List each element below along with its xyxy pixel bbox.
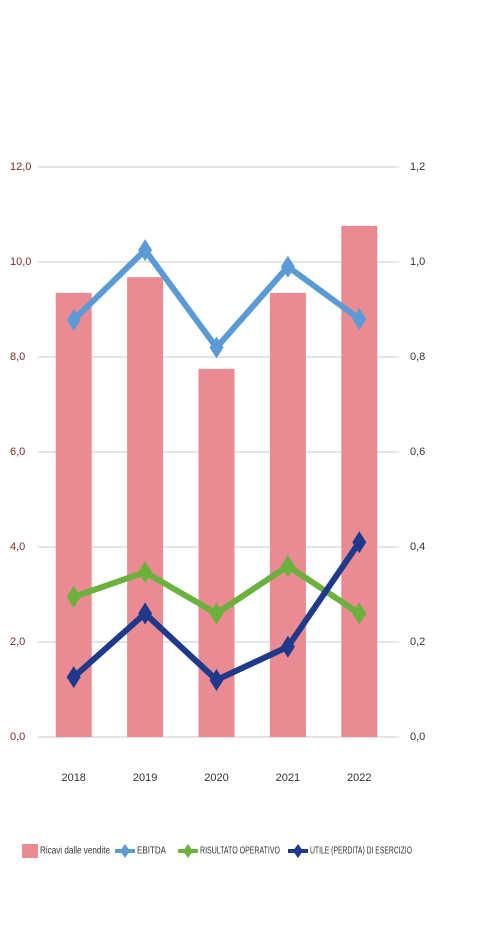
legend-marker [183,844,193,858]
x-tick-label: 2019 [133,772,157,784]
marker [209,669,224,691]
legend-marker [293,844,303,858]
y2-tick-label: 1,2 [410,161,425,173]
marker [352,531,367,554]
legend-swatch [22,844,38,858]
marker [280,255,295,278]
x-tick-label: 2018 [61,772,85,784]
marker [209,336,224,359]
y2-tick-label: 0,0 [410,731,425,743]
y-tick-label: 0,0 [10,731,25,743]
y-tick-label: 2,0 [10,636,25,648]
bar [341,225,378,737]
marker [138,602,153,625]
y-tick-label: 4,0 [10,541,25,553]
legend-label: RISULTATO OPERATIVO [200,846,280,857]
marker [66,308,81,331]
marker [66,585,81,608]
bar [127,277,164,737]
y2-tick-label: 1,0 [410,256,425,268]
marker [138,561,153,584]
line [71,247,362,351]
x-tick-label: 2020 [204,772,228,784]
y2-tick-label: 0,4 [410,541,425,553]
y2-tick-label: 0,6 [410,446,425,458]
marker [352,308,367,330]
y-tick-label: 12,0 [10,161,31,173]
marker [209,602,224,625]
y-tick-label: 10,0 [10,256,31,268]
y2-tick-label: 0,2 [410,636,425,648]
x-tick-label: 2021 [276,772,300,784]
legend-label: EBITDA [137,846,166,857]
y-tick-label: 8,0 [10,351,25,363]
legend-label: Ricavi dalle vendite [40,846,110,857]
legend-marker [120,844,130,858]
marker [280,635,295,658]
x-tick-label: 2022 [347,772,371,784]
y2-tick-label: 0,8 [410,351,425,363]
y-tick-label: 6,0 [10,446,25,458]
marker [352,602,367,625]
marker [280,555,295,577]
marker [66,666,81,689]
legend-label: UTILE (PERDITA) DI ESERCIZIO [310,846,412,857]
marker [138,239,153,262]
bar [269,292,306,737]
